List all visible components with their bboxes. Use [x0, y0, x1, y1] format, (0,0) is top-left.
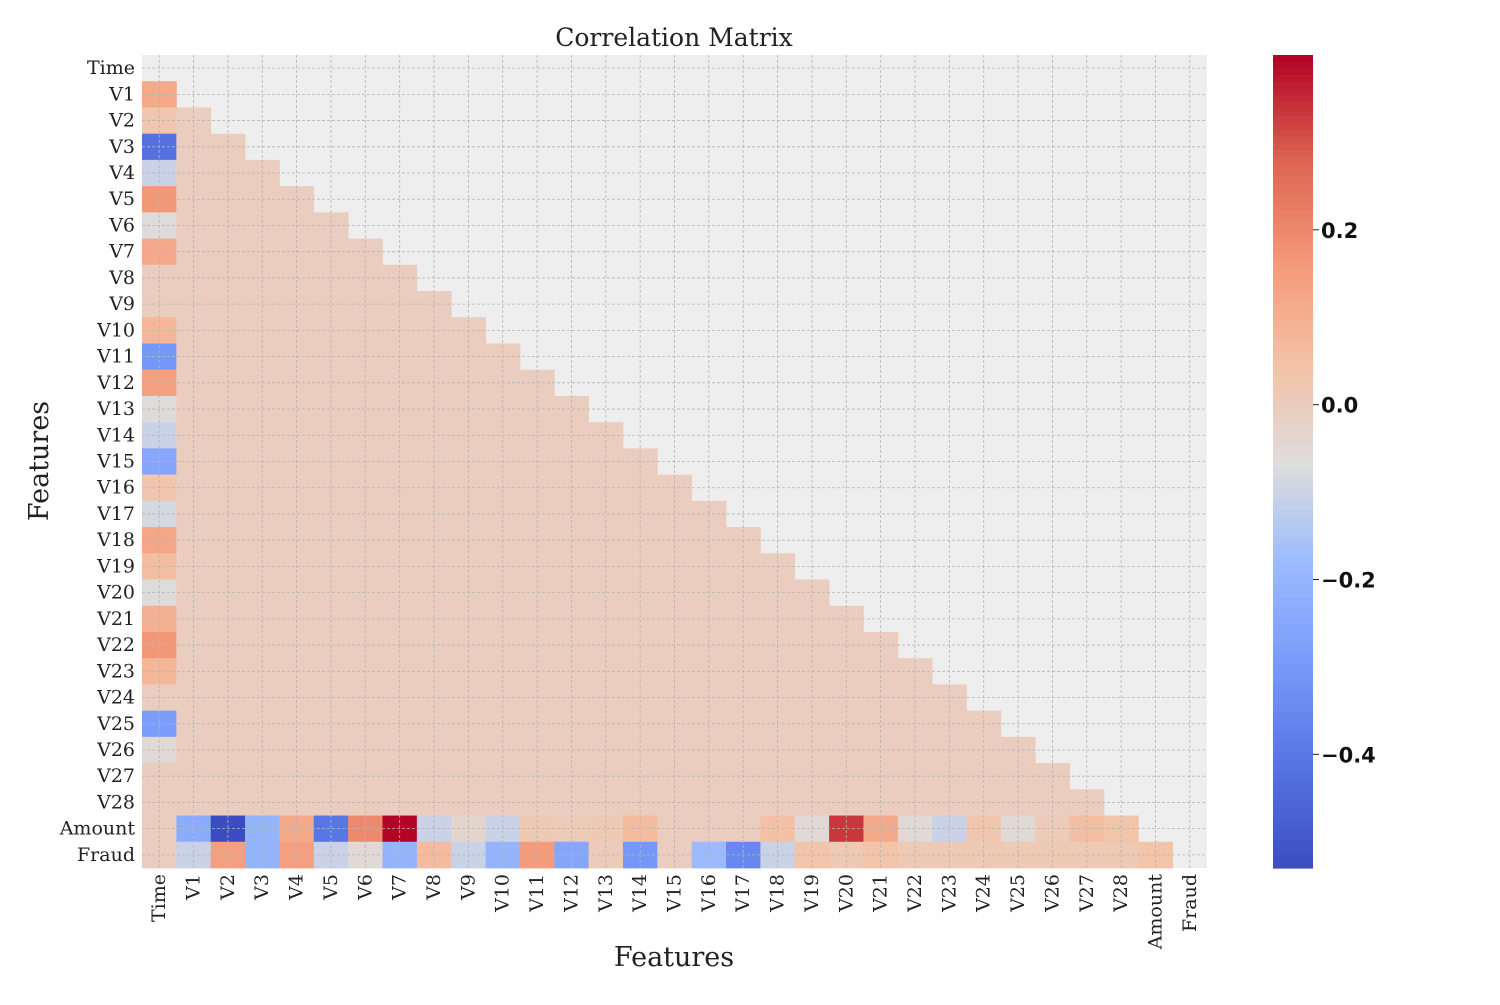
y-tick-label-V24: V24 — [96, 687, 135, 709]
x-tick-label-Time: Time — [148, 874, 170, 922]
y-tick-label-V13: V13 — [96, 398, 135, 420]
y-tick-label-V27: V27 — [96, 765, 135, 787]
y-tick-labels: Time V1 V2 V3 V4 V5 V6 V7 V8 V9 V10 V11 V12 V13 V14 V15… — [59, 57, 136, 866]
x-tick-label-V26: V26 — [1041, 874, 1063, 913]
y-tick-label-V8: V8 — [108, 267, 135, 289]
x-tick-label-V19: V19 — [801, 874, 823, 913]
y-tick-label-V1: V1 — [108, 83, 135, 105]
y-tick-label-V14: V14 — [96, 424, 135, 446]
y-tick-label-V21: V21 — [96, 608, 135, 630]
y-tick-label-Fraud: Fraud — [77, 844, 135, 866]
y-tick-label-V7: V7 — [108, 241, 135, 263]
x-tick-label-V27: V27 — [1076, 874, 1098, 913]
y-tick-label-V4: V4 — [108, 162, 135, 184]
y-tick-label-V15: V15 — [96, 451, 135, 473]
y-tick-label-V20: V20 — [96, 582, 135, 604]
x-tick-label-V11: V11 — [526, 874, 548, 913]
y-tick-label-V26: V26 — [96, 739, 135, 761]
colorbar-tick-label: 0.0 — [1321, 394, 1358, 418]
x-tick-label-V23: V23 — [938, 874, 960, 913]
x-tick-label-Amount: Amount — [1144, 874, 1166, 951]
x-tick-label-V12: V12 — [560, 874, 582, 913]
x-tick-label-V16: V16 — [698, 874, 720, 913]
chart-title: Correlation Matrix — [555, 23, 793, 52]
y-tick-label-Time: Time — [87, 57, 135, 79]
y-tick-label-V9: V9 — [108, 293, 135, 315]
y-tick-label-V5: V5 — [108, 188, 135, 210]
y-tick-label-V2: V2 — [108, 110, 135, 132]
x-tick-label-V28: V28 — [1110, 874, 1132, 913]
x-tick-label-V25: V25 — [1007, 874, 1029, 913]
y-tick-label-V10: V10 — [96, 319, 135, 341]
y-tick-label-V12: V12 — [96, 372, 135, 394]
x-tick-label-Fraud: Fraud — [1179, 874, 1201, 932]
heatmap-plot-area: Time V1 V2 V3 V4 V5 V6 V7 V8 V9 V10 V11 V12 V13 V14 V15… — [59, 55, 1207, 950]
y-tick-label-V16: V16 — [96, 477, 135, 499]
x-tick-label-V14: V14 — [629, 874, 651, 913]
x-tick-label-V22: V22 — [904, 874, 926, 913]
x-tick-label-V21: V21 — [870, 874, 892, 913]
colorbar-gradient-start — [1273, 55, 1313, 63]
y-tick-label-V11: V11 — [96, 346, 135, 368]
y-tick-label-V28: V28 — [96, 791, 135, 813]
y-tick-label-V3: V3 — [108, 136, 135, 158]
colorbar-tick-label: 0.2 — [1321, 219, 1358, 243]
x-tick-label-V24: V24 — [973, 874, 995, 913]
y-tick-label-V19: V19 — [96, 555, 135, 577]
x-tick-label-V6: V6 — [354, 874, 376, 901]
y-tick-label-V17: V17 — [96, 503, 135, 525]
colorbar-tick-label: −0.4 — [1321, 743, 1376, 767]
y-axis-label: Features — [24, 401, 55, 521]
x-tick-label-V2: V2 — [217, 874, 239, 901]
x-tick-label-V7: V7 — [389, 874, 411, 901]
grid-lines — [142, 55, 1207, 868]
x-tick-label-V20: V20 — [835, 874, 857, 913]
x-tick-label-V17: V17 — [732, 874, 754, 913]
y-tick-label-V18: V18 — [96, 529, 135, 551]
x-tick-label-V10: V10 — [492, 874, 514, 913]
colorbar-tick-label: −0.2 — [1321, 569, 1376, 593]
x-tick-label-V5: V5 — [320, 874, 342, 901]
y-tick-label-Amount: Amount — [59, 818, 136, 840]
x-tick-label-V1: V1 — [183, 874, 205, 901]
y-tick-label-V22: V22 — [96, 634, 135, 656]
colorbar: −0.4 −0.2 0.0 0.2 — [1273, 55, 1376, 869]
x-tick-label-V9: V9 — [457, 874, 479, 901]
x-tick-labels: Time V1 V2 V3 V4 V5 V6 V7 V8 V9 V10 V11 V12 V13 V14 V15… — [148, 874, 1201, 951]
y-tick-label-V25: V25 — [96, 713, 135, 735]
x-tick-label-V15: V15 — [664, 874, 686, 913]
x-tick-label-V8: V8 — [423, 874, 445, 901]
x-tick-label-V13: V13 — [595, 874, 617, 913]
x-tick-label-V18: V18 — [767, 874, 789, 913]
y-tick-label-V23: V23 — [96, 660, 135, 682]
x-tick-label-V3: V3 — [251, 874, 273, 901]
x-axis-label: Features — [614, 942, 734, 973]
y-tick-label-V6: V6 — [108, 214, 135, 236]
x-tick-label-V4: V4 — [286, 874, 308, 901]
